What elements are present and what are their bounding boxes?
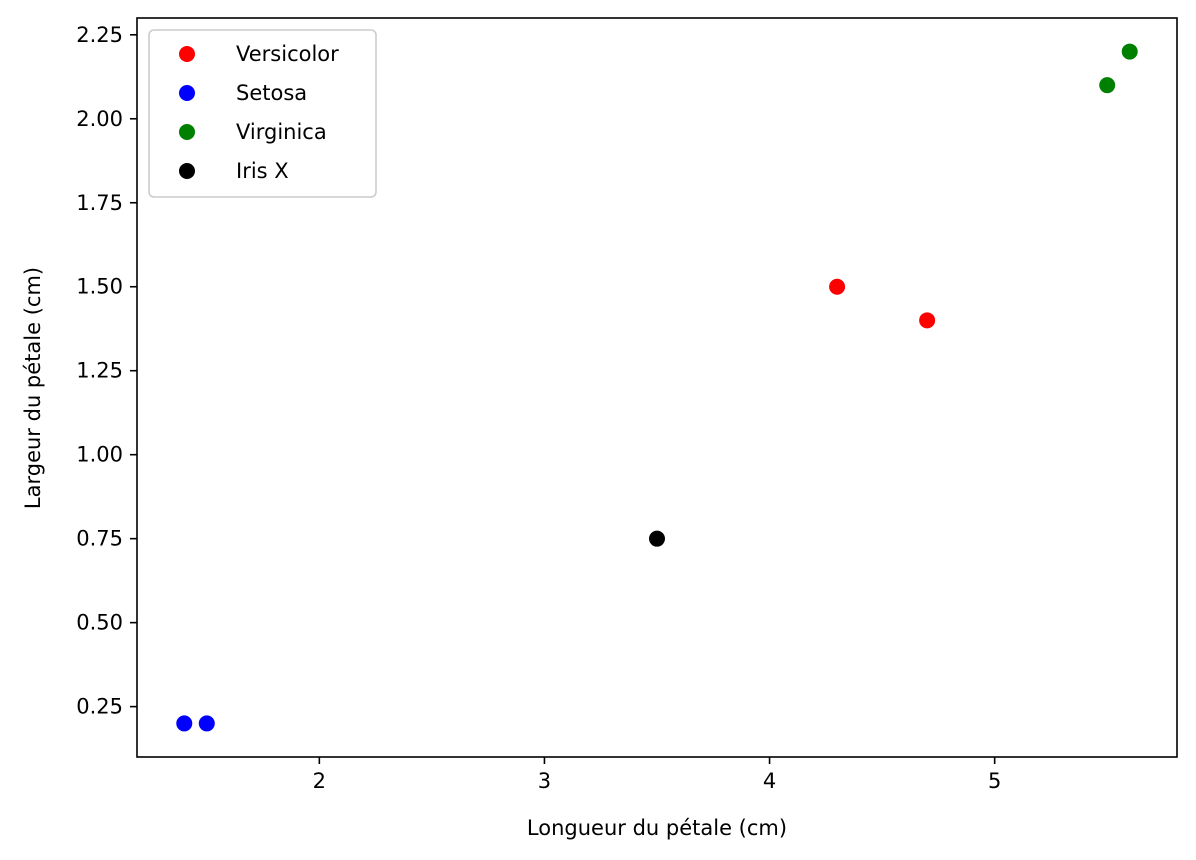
x-axis-ticks: 2 3 4 5 — [313, 757, 1001, 793]
point-setosa — [198, 715, 215, 732]
plot-frame — [136, 17, 1178, 758]
x-axis-label: Longueur du pétale (cm) — [527, 816, 787, 840]
y-tick-label: 0.25 — [76, 695, 123, 719]
point-virginica — [1099, 77, 1116, 94]
legend-label-versicolor: Versicolor — [236, 42, 339, 66]
legend-marker-virginica — [179, 124, 195, 140]
legend-label-setosa: Setosa — [236, 81, 307, 105]
legend-label-virginica: Virginica — [236, 120, 327, 144]
data-points — [176, 43, 1138, 732]
legend-marker-versicolor — [179, 46, 195, 62]
x-tick-label: 2 — [313, 769, 326, 793]
legend-box — [148, 29, 377, 198]
x-tick-label: 4 — [763, 769, 776, 793]
y-axis-label: Largeur du pétale (cm) — [21, 267, 45, 509]
point-setosa — [176, 715, 193, 732]
legend: Versicolor Setosa Virginica Iris X — [148, 29, 377, 198]
y-tick-label: 1.00 — [76, 443, 123, 467]
y-tick-label: 1.75 — [76, 191, 123, 215]
y-axis-ticks: 0.25 0.50 0.75 1.00 1.25 1.50 1.75 2.00 2.25 — [76, 23, 137, 719]
y-tick-label: 0.50 — [76, 611, 123, 635]
y-tick-label: 2.00 — [76, 107, 123, 131]
x-tick-label: 5 — [988, 769, 1001, 793]
point-virginica — [1121, 43, 1138, 60]
x-tick-label: 3 — [538, 769, 551, 793]
y-tick-label: 0.75 — [76, 527, 123, 551]
y-tick-label: 1.50 — [76, 275, 123, 299]
legend-label-iris-x: Iris X — [236, 159, 289, 183]
legend-marker-iris-x — [179, 163, 195, 179]
legend-marker-setosa — [179, 85, 195, 101]
point-versicolor — [919, 312, 936, 329]
point-iris-x — [649, 530, 665, 547]
point-versicolor — [829, 278, 846, 295]
y-tick-label: 2.25 — [76, 23, 123, 47]
y-tick-label: 1.25 — [76, 359, 123, 383]
